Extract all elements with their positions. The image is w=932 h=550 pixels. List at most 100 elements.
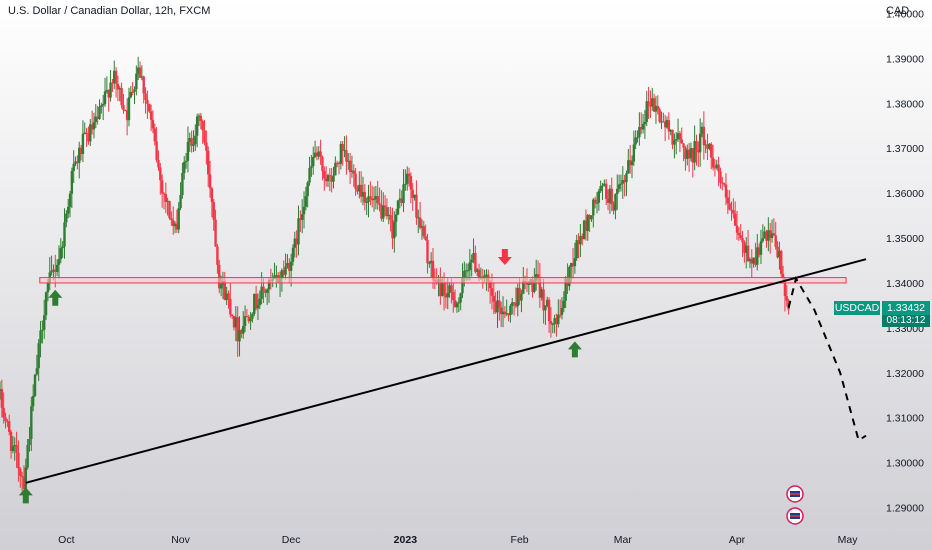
candle-body (461, 277, 464, 294)
candle-body (616, 188, 619, 195)
candle-body (719, 171, 722, 183)
candle-body (470, 259, 473, 263)
candle-body (41, 329, 44, 331)
candle-body (568, 266, 571, 287)
candle-body (92, 122, 96, 130)
candle-body (394, 214, 398, 222)
candle-body (420, 226, 424, 228)
candle-body (652, 98, 656, 112)
candle-body (453, 300, 457, 308)
candle-body (293, 238, 297, 248)
candle-body (781, 273, 785, 279)
price-tick-label: 1.30000 (886, 458, 924, 470)
candle-body (199, 115, 203, 121)
candle-body (184, 160, 188, 162)
candle-body (359, 184, 363, 197)
candle-body (645, 101, 648, 122)
candle-body (662, 121, 665, 123)
candle-body (597, 191, 601, 203)
arrow-down-icon (497, 249, 512, 265)
candle-body (540, 289, 543, 298)
candle-body (177, 208, 180, 230)
candle-body (499, 307, 503, 315)
candle-body (20, 475, 24, 477)
candle-body (757, 247, 761, 255)
candle-body (37, 343, 40, 369)
candle-body (711, 157, 715, 168)
candle-body (323, 170, 326, 179)
candle-body (511, 302, 514, 306)
candle-body (675, 139, 678, 141)
candle-body (4, 417, 7, 422)
candle-body (50, 270, 53, 273)
candle-body (428, 262, 431, 264)
candle-body (253, 293, 256, 314)
candle-body (472, 252, 475, 260)
candle-body (706, 144, 709, 149)
candle-body (83, 132, 86, 134)
candle-body (179, 195, 182, 209)
candle-body (127, 97, 131, 121)
candle-body (194, 135, 197, 145)
candle-body (118, 88, 121, 90)
arrow-up-icon (48, 289, 63, 306)
time-tick-label: Nov (171, 534, 190, 546)
candle-body (593, 199, 597, 203)
candle-body (148, 103, 151, 112)
candle-body (240, 330, 243, 334)
candle-body (676, 133, 680, 140)
candle-body (258, 298, 261, 306)
candle-body (90, 124, 94, 130)
candle-body (146, 100, 149, 104)
candle-body (422, 226, 425, 237)
candle-body (590, 215, 593, 220)
candle-body (354, 173, 357, 189)
candle-body (542, 289, 545, 311)
candle-body (260, 286, 263, 299)
candle-body (103, 91, 107, 105)
candle-body (722, 183, 726, 185)
candle-body (136, 67, 140, 74)
candle-body (335, 162, 339, 164)
candle-body (157, 159, 160, 168)
candle-body (96, 116, 99, 119)
candle-body (424, 236, 427, 241)
candle-body (649, 104, 652, 107)
candle-body (389, 214, 392, 221)
candle-body (367, 196, 370, 202)
candle-body (358, 184, 361, 192)
candle-body (605, 183, 608, 199)
candle-body (326, 175, 330, 182)
candle-body (687, 149, 691, 159)
candle-body (122, 105, 125, 111)
candle-body (708, 143, 711, 149)
candle-body (599, 186, 602, 192)
candle-body (324, 178, 328, 182)
candle-body (728, 203, 731, 210)
candle-body (107, 90, 110, 98)
candle-body (391, 220, 394, 239)
candle-body (223, 280, 226, 301)
candle-body (54, 269, 57, 272)
candle-body (415, 194, 418, 218)
symbol-label: USDCAD (834, 301, 880, 315)
candle-body (776, 246, 779, 258)
candle-body (383, 205, 387, 208)
candle-body (267, 280, 271, 290)
candle-body (617, 184, 621, 189)
candle-body (426, 240, 429, 264)
candle-body (398, 198, 402, 201)
candle-body (22, 476, 26, 489)
candle-body (514, 302, 518, 307)
currency-flags[interactable] (786, 485, 804, 525)
candle-body (413, 194, 416, 198)
candle-body (162, 193, 166, 195)
candle-body (256, 305, 260, 309)
candle-body (144, 93, 147, 101)
candle-body (612, 204, 615, 211)
candle-body (89, 124, 92, 142)
time-axis[interactable]: Oct Nov Dec 2023 Feb Mar Apr May (58, 534, 858, 546)
candle-body (503, 311, 507, 315)
candle-body (13, 445, 16, 447)
